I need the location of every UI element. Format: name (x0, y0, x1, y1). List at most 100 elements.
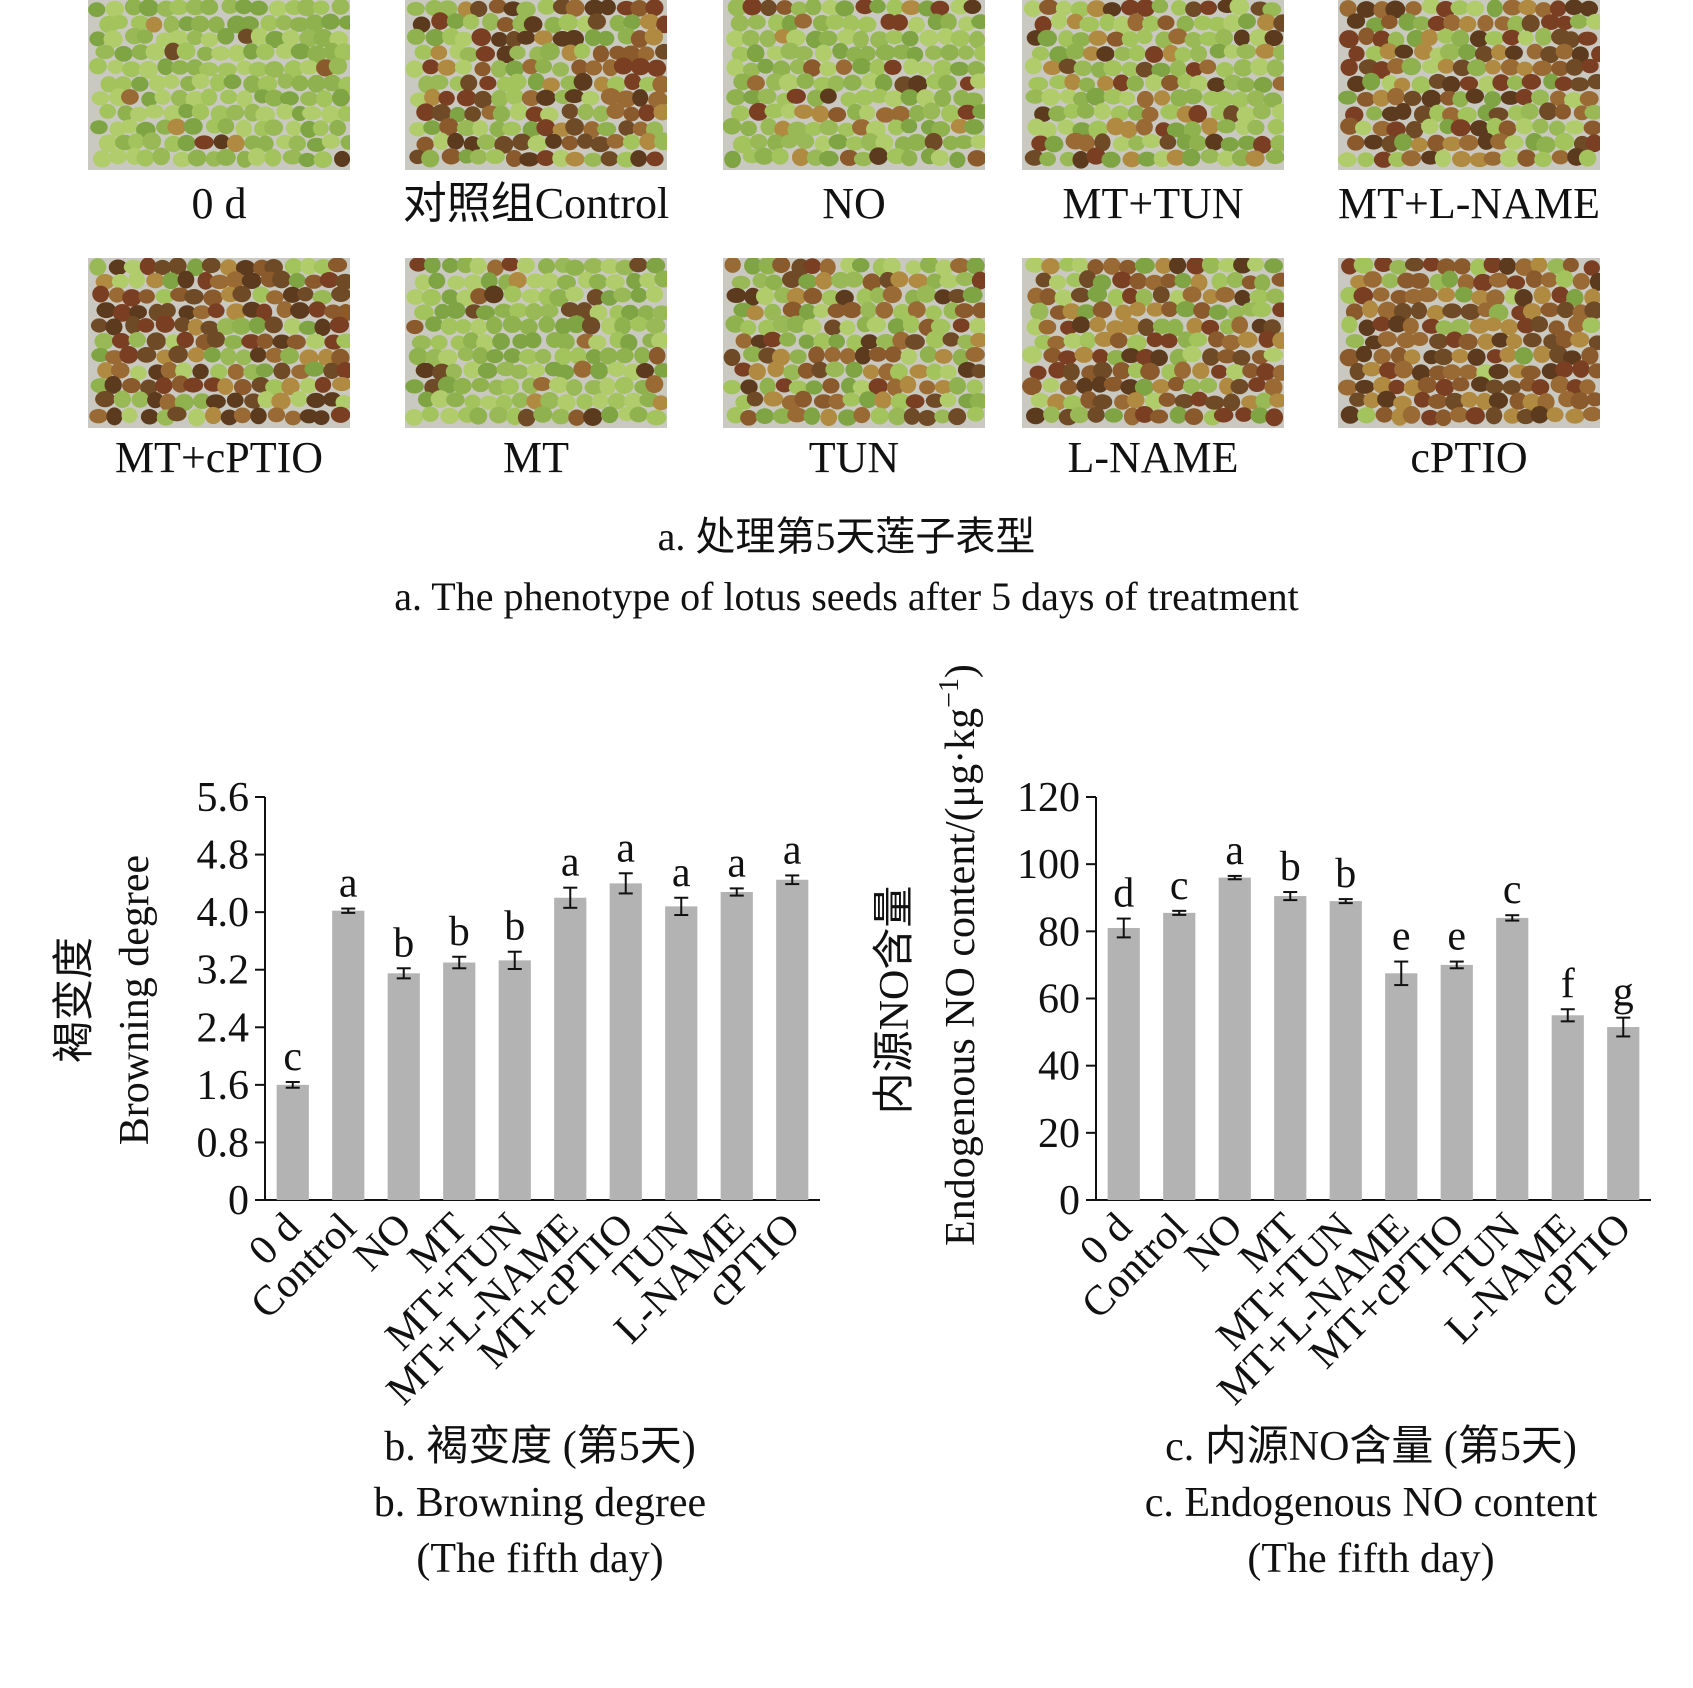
panel-a-caption-cn: a. 处理第5天莲子表型 (657, 514, 1036, 559)
panel-a-caption-en: a. The phenotype of lotus seeds after 5 … (394, 574, 1299, 619)
photo-tile: L-NAME (1022, 258, 1284, 482)
y-axis-label-cn: 褐变度 (51, 937, 98, 1063)
y-axis-label-cn: 内源NO含量 (872, 886, 918, 1115)
lotus-seed-photo (723, 0, 985, 170)
y-tick-label: 4.8 (197, 833, 250, 879)
photo-label: NO (822, 179, 886, 228)
bar (276, 1084, 309, 1200)
photo-label: MT+cPTIO (114, 433, 324, 482)
photo-tile: NO (723, 0, 985, 228)
photo-tile: MT+L-NAME (1338, 0, 1600, 228)
bar (776, 879, 809, 1200)
y-tick-label: 4.0 (197, 890, 250, 936)
photo-label: 对照组Control (402, 179, 670, 228)
bar (1274, 896, 1307, 1200)
photo-label: cPTIO (1410, 433, 1528, 482)
lotus-seed-photo (1338, 0, 1600, 170)
photo-label: MT+L-NAME (1338, 179, 1600, 228)
significance-letter: a (727, 840, 746, 886)
y-tick-label: 40 (1038, 1044, 1080, 1090)
y-tick-label: 20 (1038, 1111, 1080, 1157)
lotus-seed-photo (88, 258, 350, 428)
y-tick-label: 120 (1017, 775, 1080, 821)
y-axis-label-main: Browning degree (112, 855, 158, 1145)
photo-tile: 对照组Control (403, 0, 669, 228)
y-tick-label: 0 (1059, 1178, 1080, 1224)
y-axis-label-sup: −1 (934, 678, 965, 708)
photo-label: L-NAME (1067, 433, 1239, 482)
bar (1329, 901, 1362, 1200)
caption-en-2: (The fifth day) (1247, 1536, 1494, 1582)
bar (1551, 1015, 1584, 1200)
bar (1218, 877, 1251, 1200)
photo-tile: MT+TUN (1022, 0, 1284, 228)
y-tick-label: 2.4 (197, 1005, 250, 1051)
photo-tile: 0 d (88, 0, 350, 228)
y-axis-label-main: Endogenous NO content/(μg·kg (938, 708, 984, 1246)
significance-letter: f (1561, 961, 1575, 1007)
caption-en: b. Browning degree (374, 1480, 706, 1526)
photo-label: MT+TUN (1062, 179, 1244, 228)
photo-label: TUN (808, 433, 900, 482)
bar (332, 910, 365, 1200)
bar (1107, 927, 1140, 1200)
lotus-seed-photo (88, 0, 350, 170)
significance-letter: c (1170, 863, 1189, 909)
y-tick-label: 1.6 (197, 1063, 250, 1109)
y-tick-label: 80 (1038, 909, 1080, 955)
significance-letter: a (1225, 828, 1244, 874)
browning-degree-chart: 00.81.62.43.24.04.85.6c0 daControlbNObMT… (51, 775, 820, 1582)
lotus-seed-photo (723, 258, 985, 428)
significance-letter: a (783, 827, 802, 873)
bar (554, 897, 587, 1200)
caption-cn: c. 内源NO含量 (第5天) (1165, 1424, 1577, 1470)
significance-letter: b (1280, 844, 1301, 890)
caption-en: c. Endogenous NO content (1145, 1480, 1598, 1526)
significance-letter: c (283, 1034, 302, 1080)
y-tick-label: 5.6 (197, 775, 250, 821)
photo-tile: TUN (723, 258, 985, 482)
bar (443, 962, 476, 1200)
significance-letter: d (1113, 871, 1134, 917)
significance-letter: b (449, 909, 470, 955)
significance-letter: g (1613, 970, 1634, 1016)
lotus-seed-photo (405, 258, 667, 428)
caption-cn: b. 褐变度 (第5天) (384, 1423, 695, 1470)
photo-label: MT (503, 433, 569, 482)
y-tick-label: 3.2 (197, 948, 250, 994)
photo-tile: cPTIO (1338, 258, 1600, 482)
photo-tile: MT+cPTIO (88, 258, 350, 482)
significance-letter: c (1503, 867, 1522, 913)
lotus-seed-photo (1022, 258, 1284, 428)
bar (498, 960, 531, 1200)
y-tick-label: 60 (1038, 977, 1080, 1023)
bar (609, 883, 642, 1200)
photo-tile: MT (405, 258, 667, 482)
bar (665, 906, 698, 1200)
y-axis-label-en: Browning degree (112, 855, 158, 1145)
y-tick-label: 0.8 (197, 1120, 250, 1166)
bar (1607, 1027, 1640, 1200)
caption-en-2: (The fifth day) (416, 1536, 663, 1582)
bar (1496, 917, 1529, 1200)
significance-letter: a (672, 850, 691, 896)
lotus-seed-photo (1338, 258, 1600, 428)
y-axis-label-en: Endogenous NO content/(μg·kg−1) (934, 664, 984, 1246)
photo-label: 0 d (191, 179, 247, 228)
significance-letter: e (1392, 914, 1411, 960)
phenotype-panel: 0 d 对照组Control NO MT+TUN MT+L-NAME MT+cPTIO MT… (0, 0, 1693, 640)
significance-letter: a (339, 861, 358, 907)
bar (1163, 912, 1196, 1200)
y-tick-label: 100 (1017, 842, 1080, 888)
significance-letter: a (616, 825, 635, 871)
bar (1385, 973, 1418, 1200)
significance-letter: e (1447, 914, 1466, 960)
significance-letter: b (1335, 851, 1356, 897)
bar (1440, 964, 1473, 1200)
y-tick-label: 0 (228, 1178, 249, 1224)
bar (387, 973, 420, 1200)
significance-letter: b (393, 920, 414, 966)
bar (720, 891, 753, 1200)
significance-letter: a (561, 840, 580, 886)
